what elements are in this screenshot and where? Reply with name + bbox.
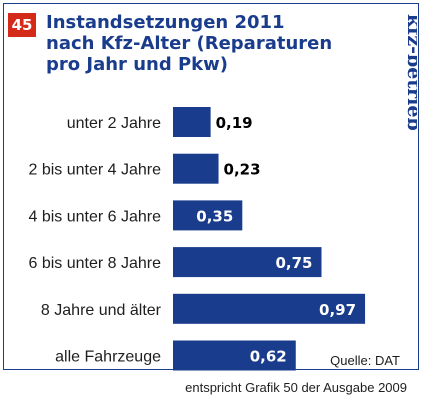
category-label: 2 bis unter 4 Jahre bbox=[28, 162, 161, 179]
value-label: 0,75 bbox=[275, 254, 312, 272]
footnote: entspricht Grafik 50 der Ausgabe 2009 bbox=[185, 380, 407, 395]
brand-logo: kfz-betrieb bbox=[403, 14, 417, 131]
chart-title-line: Instandsetzungen 2011 bbox=[46, 12, 285, 33]
value-label: 0,97 bbox=[319, 301, 356, 319]
bar bbox=[173, 200, 243, 231]
value-label: 0,23 bbox=[224, 161, 261, 179]
bar bbox=[173, 153, 219, 184]
chart-title: Instandsetzungen 2011 nach Kfz-Alter (Re… bbox=[46, 12, 381, 75]
category-label: alle Fahrzeuge bbox=[55, 349, 161, 366]
value-label: 0,62 bbox=[250, 348, 287, 366]
chart-title-line: nach Kfz-Alter (Reparaturen bbox=[46, 33, 333, 54]
brand-logo-text: kfz-betrieb bbox=[403, 14, 417, 131]
chart-title-line: pro Jahr und Pkw) bbox=[46, 54, 228, 75]
bar bbox=[173, 340, 296, 371]
bar-chart: unter 2 Jahre 0,19 2 bis unter 4 Jahre 0,23… bbox=[28, 107, 366, 371]
chart-panel: 45 Instandsetzungen 2011 nach Kfz-Alter … bbox=[3, 3, 419, 371]
category-label: 6 bis unter 8 Jahre bbox=[28, 255, 161, 272]
bar bbox=[173, 247, 322, 278]
category-label: unter 2 Jahre bbox=[67, 115, 161, 132]
value-label: 0,19 bbox=[216, 114, 253, 132]
figure-number-badge: 45 bbox=[8, 13, 36, 37]
source-note: Quelle: DAT bbox=[330, 353, 400, 368]
bar bbox=[173, 293, 366, 324]
category-label: 4 bis unter 6 Jahre bbox=[28, 208, 161, 225]
category-label: 8 Jahre und älter bbox=[41, 302, 162, 319]
bar bbox=[173, 107, 211, 137]
value-label: 0,35 bbox=[196, 207, 233, 225]
